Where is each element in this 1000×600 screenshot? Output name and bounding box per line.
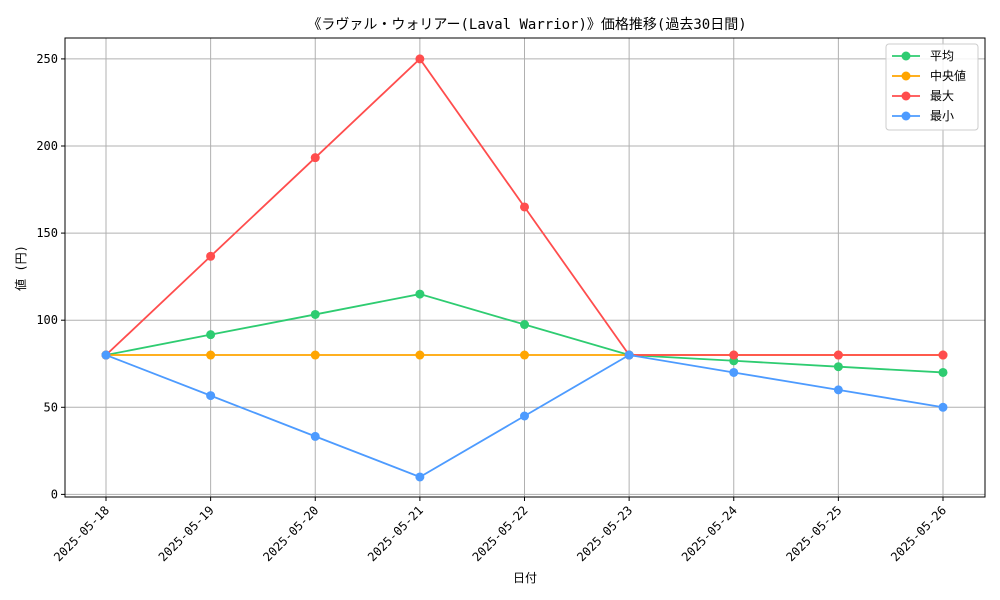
legend-marker xyxy=(901,71,911,81)
legend-marker xyxy=(901,51,911,61)
series-最小 xyxy=(101,350,948,482)
x-axis: 2025-05-18 2025-05-19 2025-05-20 2025-05-21… xyxy=(51,497,949,564)
data-point xyxy=(310,153,320,163)
data-point xyxy=(101,350,111,360)
legend-label: 平均 xyxy=(930,49,954,63)
x-tick-label: 2025-05-22 xyxy=(470,503,531,564)
data-point xyxy=(415,289,425,299)
data-point xyxy=(938,367,948,377)
legend-label: 最小 xyxy=(930,109,954,123)
data-point xyxy=(833,350,843,360)
legend-label: 中央値 xyxy=(930,68,966,83)
data-point xyxy=(520,350,529,360)
series-group xyxy=(101,54,948,482)
x-tick-label: 2025-05-23 xyxy=(574,503,635,564)
legend-label: 最大 xyxy=(930,89,954,103)
legend-box xyxy=(885,43,979,131)
x-tick-label: 2025-05-25 xyxy=(784,503,845,564)
data-point xyxy=(833,362,843,372)
legend-marker xyxy=(901,111,911,121)
y-tick-label: 50 xyxy=(44,400,58,414)
data-point xyxy=(938,350,948,360)
data-point xyxy=(520,411,529,421)
y-tick-label: 0 xyxy=(51,487,58,501)
data-point xyxy=(624,350,634,360)
data-point xyxy=(833,385,843,395)
data-point xyxy=(206,391,216,401)
data-point xyxy=(206,330,216,340)
x-tick-label: 2025-05-20 xyxy=(260,503,321,564)
x-tick-label: 2025-05-19 xyxy=(156,503,217,564)
grid xyxy=(65,38,985,497)
data-point xyxy=(310,350,320,360)
data-point xyxy=(415,54,425,64)
chart-title: 《ラヴァル・ウォリアー(Laval Warrior)》価格推移(過去30日間) xyxy=(307,16,746,33)
x-tick-label: 2025-05-21 xyxy=(365,503,426,564)
data-point xyxy=(938,402,948,412)
legend-marker xyxy=(901,91,911,101)
data-point xyxy=(206,251,216,261)
x-axis-label: 日付 xyxy=(513,571,537,585)
y-tick-label: 150 xyxy=(36,226,58,240)
y-axis-label: 値 (円) xyxy=(13,245,28,291)
data-point xyxy=(520,320,529,330)
x-tick-label: 2025-05-26 xyxy=(888,503,949,564)
data-point xyxy=(729,350,739,360)
data-point xyxy=(415,472,425,482)
y-tick-label: 200 xyxy=(36,139,58,153)
data-point xyxy=(310,431,320,441)
y-tick-label: 100 xyxy=(36,313,58,327)
data-point xyxy=(206,350,216,360)
x-tick-label: 2025-05-24 xyxy=(679,503,740,564)
data-point xyxy=(729,367,739,377)
data-point xyxy=(520,202,529,212)
data-point xyxy=(415,350,425,360)
data-point xyxy=(310,309,320,319)
y-axis: 0 50 100 150 200 250 xyxy=(36,52,65,501)
x-tick-label: 2025-05-18 xyxy=(51,503,112,564)
y-tick-label: 250 xyxy=(36,52,58,66)
